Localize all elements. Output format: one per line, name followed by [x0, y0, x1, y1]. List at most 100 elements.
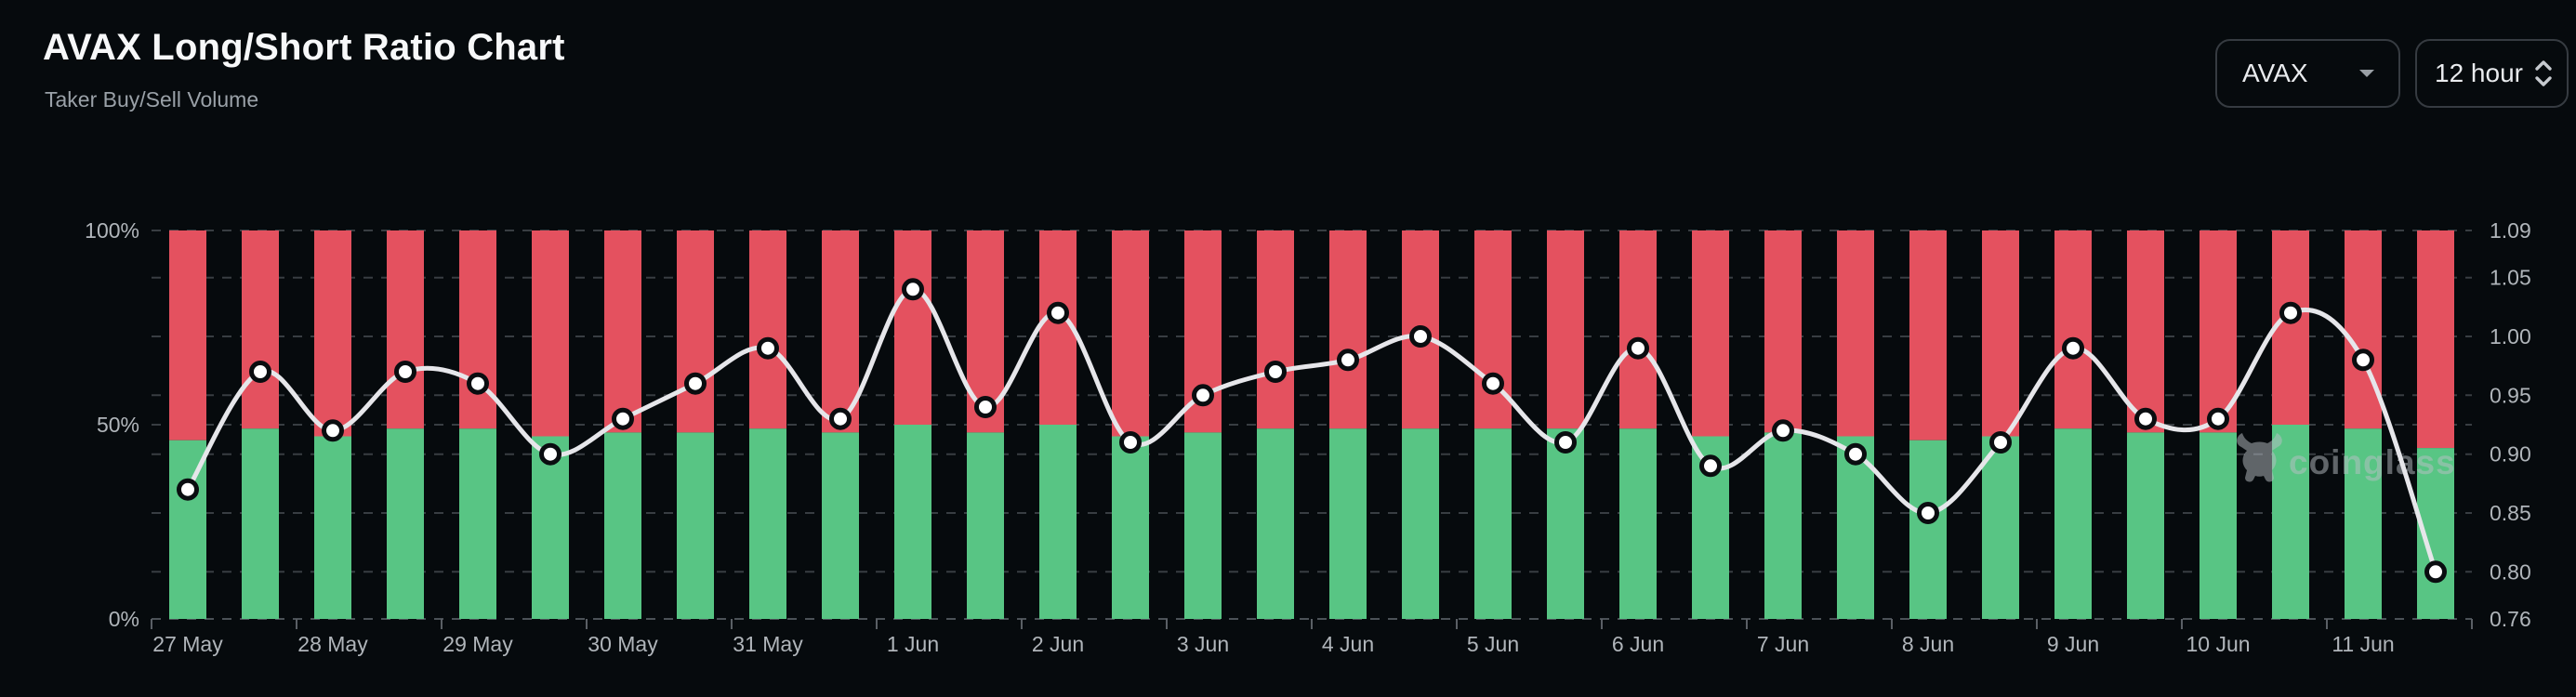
bar-long-segment[interactable]: [1112, 436, 1149, 620]
bar-short-segment[interactable]: [822, 230, 859, 433]
bar-short-segment[interactable]: [604, 230, 641, 433]
ratio-point[interactable]: [974, 396, 997, 418]
bar-long-segment[interactable]: [894, 425, 931, 619]
ratio-point[interactable]: [1337, 348, 1359, 372]
bar-long-segment[interactable]: [2127, 432, 2164, 619]
bar-short-segment[interactable]: [1257, 230, 1294, 429]
bar-short-segment[interactable]: [1692, 230, 1729, 437]
symbol-select[interactable]: AVAX: [2215, 39, 2400, 108]
bar-short-segment[interactable]: [2200, 230, 2237, 433]
ratio-point[interactable]: [2352, 348, 2374, 372]
bar-long-segment[interactable]: [1329, 428, 1367, 619]
ratio-point[interactable]: [1047, 301, 1069, 324]
bar-long-segment[interactable]: [1909, 440, 1947, 619]
ratio-point[interactable]: [1989, 431, 2012, 454]
bar-long-segment[interactable]: [1402, 428, 1439, 619]
bar-short-segment[interactable]: [459, 230, 496, 429]
ratio-point[interactable]: [2062, 336, 2084, 360]
ratio-point[interactable]: [2207, 407, 2229, 430]
ratio-line[interactable]: [185, 286, 2438, 574]
ratio-point[interactable]: [394, 361, 416, 383]
bar-short-segment[interactable]: [2417, 230, 2454, 449]
bar-short-segment[interactable]: [1329, 230, 1367, 429]
bar-long-segment[interactable]: [387, 428, 424, 619]
ratio-point[interactable]: [902, 278, 924, 301]
x-date-label: 30 May: [588, 632, 658, 656]
y-right-label: 1.05: [2490, 266, 2531, 290]
ratio-point[interactable]: [539, 442, 561, 466]
x-date-label: 31 May: [733, 632, 803, 656]
ratio-point[interactable]: [1699, 454, 1722, 478]
y-right-label: 1.00: [2490, 324, 2531, 348]
ratio-point[interactable]: [1482, 372, 1504, 395]
bar-short-segment[interactable]: [2054, 230, 2092, 429]
x-date-label: 3 Jun: [1177, 632, 1229, 656]
ratio-point[interactable]: [612, 407, 634, 430]
bar-short-segment[interactable]: [2272, 230, 2309, 425]
bar-long-segment[interactable]: [459, 428, 496, 619]
ratio-point[interactable]: [1844, 442, 1867, 466]
bar-long-segment[interactable]: [1982, 436, 2019, 620]
bar-long-segment[interactable]: [822, 432, 859, 619]
bar-long-segment[interactable]: [2345, 428, 2382, 619]
ratio-point[interactable]: [1264, 361, 1287, 383]
bar-short-segment[interactable]: [1982, 230, 2019, 437]
bar-short-segment[interactable]: [532, 230, 569, 437]
bar-long-segment[interactable]: [242, 428, 279, 619]
ratio-point[interactable]: [1554, 431, 1577, 454]
ratio-point[interactable]: [2134, 407, 2157, 430]
bar-short-segment[interactable]: [387, 230, 424, 429]
ratio-point[interactable]: [1917, 502, 1939, 524]
ratio-point[interactable]: [249, 361, 271, 383]
bar-short-segment[interactable]: [242, 230, 279, 429]
bar-long-segment[interactable]: [2054, 428, 2092, 619]
bar-long-segment[interactable]: [1474, 428, 1512, 619]
bar-long-segment[interactable]: [532, 436, 569, 620]
bar-long-segment[interactable]: [2272, 425, 2309, 619]
bar-short-segment[interactable]: [1764, 230, 1802, 433]
bar-long-segment[interactable]: [1257, 428, 1294, 619]
bar-short-segment[interactable]: [894, 230, 931, 425]
bar-short-segment[interactable]: [169, 230, 206, 441]
ratio-point[interactable]: [177, 478, 199, 501]
bar-long-segment[interactable]: [967, 432, 1004, 619]
bar-long-segment[interactable]: [1619, 428, 1657, 619]
interval-select[interactable]: 12 hour: [2415, 39, 2569, 108]
bar-short-segment[interactable]: [314, 230, 351, 437]
bar-long-segment[interactable]: [1764, 432, 1802, 619]
ratio-point[interactable]: [1409, 325, 1432, 348]
y-left-label: 0%: [109, 607, 139, 631]
ratio-point[interactable]: [1119, 431, 1142, 454]
bar-short-segment[interactable]: [1112, 230, 1149, 437]
bar-short-segment[interactable]: [2127, 230, 2164, 433]
ratio-point[interactable]: [757, 336, 779, 360]
ratio-point[interactable]: [1627, 336, 1649, 360]
bar-long-segment[interactable]: [749, 428, 786, 619]
bar-short-segment[interactable]: [1909, 230, 1947, 441]
ratio-point[interactable]: [2424, 560, 2447, 584]
bar-long-segment[interactable]: [1184, 432, 1222, 619]
bar-long-segment[interactable]: [677, 432, 714, 619]
ratio-point[interactable]: [829, 407, 852, 430]
bar-short-segment[interactable]: [2345, 230, 2382, 429]
bar-short-segment[interactable]: [1619, 230, 1657, 429]
ratio-point[interactable]: [467, 372, 489, 395]
ratio-point[interactable]: [1772, 419, 1794, 442]
bar-short-segment[interactable]: [1547, 230, 1584, 429]
bar-long-segment[interactable]: [314, 436, 351, 620]
bar-long-segment[interactable]: [604, 432, 641, 619]
ratio-point[interactable]: [1192, 384, 1214, 407]
ratio-point[interactable]: [322, 419, 344, 442]
coinglass-watermark: coinglass: [2237, 433, 2455, 482]
bar-short-segment[interactable]: [1837, 230, 1874, 437]
ratio-point[interactable]: [684, 372, 707, 395]
chevron-up-down-icon: [2535, 60, 2552, 86]
bar-long-segment[interactable]: [2200, 432, 2237, 619]
bar-long-segment[interactable]: [1547, 428, 1584, 619]
bar-long-segment[interactable]: [1039, 425, 1077, 619]
bar-short-segment[interactable]: [677, 230, 714, 433]
ratio-point[interactable]: [2279, 301, 2302, 324]
bar-short-segment[interactable]: [749, 230, 786, 429]
